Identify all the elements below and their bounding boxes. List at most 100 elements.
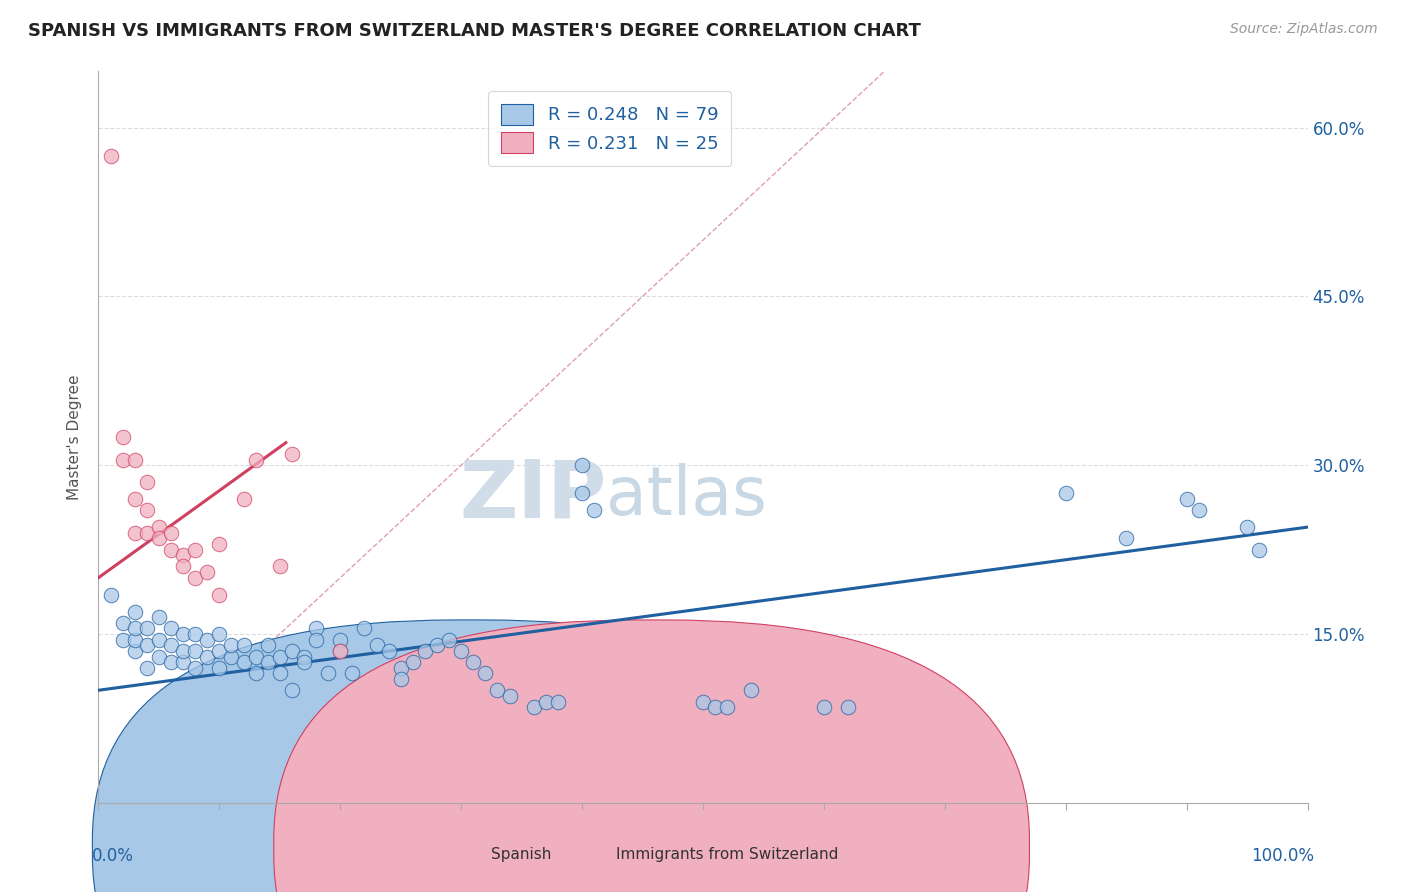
- Point: [837, 700, 859, 714]
- Point: [232, 638, 254, 652]
- Point: [124, 621, 146, 635]
- Point: [208, 644, 231, 658]
- Point: [281, 644, 304, 658]
- Point: [124, 632, 146, 647]
- Point: [269, 649, 291, 664]
- Point: [111, 615, 134, 630]
- Point: [366, 638, 388, 652]
- Point: [111, 632, 134, 647]
- FancyBboxPatch shape: [93, 620, 848, 892]
- Point: [245, 452, 267, 467]
- Text: 0.0%: 0.0%: [93, 847, 134, 864]
- Point: [269, 666, 291, 681]
- Text: Spanish: Spanish: [492, 847, 551, 862]
- Point: [124, 525, 146, 540]
- Point: [1175, 491, 1198, 506]
- Point: [389, 672, 412, 686]
- Point: [389, 661, 412, 675]
- Point: [148, 520, 170, 534]
- Point: [716, 700, 738, 714]
- Point: [437, 632, 460, 647]
- Point: [135, 525, 157, 540]
- Text: ZIP: ZIP: [458, 457, 606, 534]
- Point: [100, 149, 122, 163]
- Point: [111, 430, 134, 444]
- Point: [329, 644, 352, 658]
- Point: [583, 503, 606, 517]
- Point: [474, 666, 496, 681]
- Point: [292, 649, 315, 664]
- Point: [1054, 486, 1077, 500]
- Point: [100, 588, 122, 602]
- Point: [329, 632, 352, 647]
- Point: [571, 458, 593, 473]
- Point: [184, 571, 207, 585]
- Point: [813, 700, 835, 714]
- Point: [172, 548, 194, 562]
- Point: [208, 537, 231, 551]
- Point: [523, 700, 546, 714]
- FancyBboxPatch shape: [274, 620, 1029, 892]
- Point: [160, 638, 183, 652]
- Point: [1115, 532, 1137, 546]
- Point: [1236, 520, 1258, 534]
- Point: [148, 649, 170, 664]
- Point: [292, 655, 315, 669]
- Point: [353, 621, 375, 635]
- Point: [256, 655, 278, 669]
- Point: [184, 661, 207, 675]
- Point: [245, 649, 267, 664]
- Text: Source: ZipAtlas.com: Source: ZipAtlas.com: [1230, 22, 1378, 37]
- Point: [269, 559, 291, 574]
- Point: [342, 666, 364, 681]
- Point: [160, 542, 183, 557]
- Point: [135, 638, 157, 652]
- Point: [534, 694, 557, 708]
- Point: [195, 565, 218, 579]
- Point: [160, 655, 183, 669]
- Point: [221, 638, 243, 652]
- Point: [281, 447, 304, 461]
- Point: [1188, 503, 1211, 517]
- Point: [208, 588, 231, 602]
- Point: [172, 559, 194, 574]
- Point: [305, 632, 328, 647]
- Point: [571, 486, 593, 500]
- Point: [498, 689, 520, 703]
- Point: [124, 452, 146, 467]
- Point: [148, 532, 170, 546]
- Point: [135, 475, 157, 489]
- Point: [184, 627, 207, 641]
- Point: [547, 694, 569, 708]
- Point: [463, 655, 485, 669]
- Point: [124, 605, 146, 619]
- Point: [232, 655, 254, 669]
- Point: [148, 632, 170, 647]
- Legend: R = 0.248   N = 79, R = 0.231   N = 25: R = 0.248 N = 79, R = 0.231 N = 25: [488, 91, 731, 166]
- Point: [426, 638, 449, 652]
- Point: [377, 644, 399, 658]
- Point: [111, 452, 134, 467]
- Point: [221, 649, 243, 664]
- Point: [160, 525, 183, 540]
- Point: [413, 644, 436, 658]
- Point: [172, 655, 194, 669]
- Point: [195, 632, 218, 647]
- Point: [135, 621, 157, 635]
- Text: atlas: atlas: [606, 463, 768, 529]
- Point: [316, 666, 339, 681]
- Point: [135, 503, 157, 517]
- Point: [740, 683, 762, 698]
- Point: [124, 491, 146, 506]
- Point: [329, 644, 352, 658]
- Point: [1249, 542, 1271, 557]
- Y-axis label: Master's Degree: Master's Degree: [67, 375, 83, 500]
- Point: [402, 655, 425, 669]
- Point: [172, 627, 194, 641]
- Point: [486, 683, 509, 698]
- Point: [305, 621, 328, 635]
- Point: [692, 694, 714, 708]
- Text: SPANISH VS IMMIGRANTS FROM SWITZERLAND MASTER'S DEGREE CORRELATION CHART: SPANISH VS IMMIGRANTS FROM SWITZERLAND M…: [28, 22, 921, 40]
- Text: Immigrants from Switzerland: Immigrants from Switzerland: [616, 847, 838, 862]
- Point: [281, 683, 304, 698]
